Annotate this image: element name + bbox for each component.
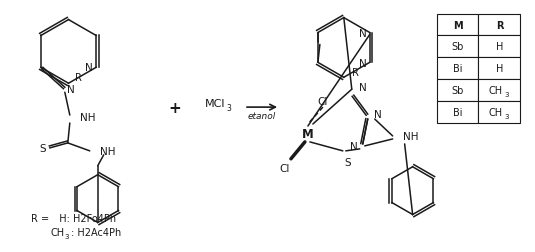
Text: CH: CH bbox=[488, 86, 502, 96]
Text: R: R bbox=[75, 73, 82, 83]
Text: CH: CH bbox=[51, 228, 65, 237]
Bar bbox=[437, 80, 478, 102]
Bar bbox=[437, 36, 478, 58]
Text: R: R bbox=[495, 20, 503, 30]
Text: N: N bbox=[85, 63, 93, 73]
Bar bbox=[478, 15, 521, 36]
Text: 3: 3 bbox=[226, 103, 231, 112]
Text: Cl: Cl bbox=[280, 163, 290, 173]
Text: H: H bbox=[496, 42, 503, 52]
Text: N: N bbox=[67, 85, 74, 95]
Text: R =: R = bbox=[30, 214, 49, 224]
Text: N: N bbox=[359, 83, 366, 93]
Text: NH: NH bbox=[100, 146, 115, 156]
Text: : H2Ac4Ph: : H2Ac4Ph bbox=[71, 228, 121, 237]
Text: NH: NH bbox=[80, 113, 95, 122]
Text: Cl: Cl bbox=[318, 97, 328, 107]
Bar bbox=[478, 102, 521, 123]
Text: H: H bbox=[496, 64, 503, 74]
Text: 3: 3 bbox=[504, 92, 509, 98]
Text: N: N bbox=[374, 110, 381, 120]
Bar bbox=[437, 58, 478, 80]
Text: R: R bbox=[353, 68, 359, 78]
Bar bbox=[478, 80, 521, 102]
Text: S: S bbox=[345, 157, 351, 167]
Text: S: S bbox=[40, 143, 46, 153]
Text: N: N bbox=[359, 28, 366, 38]
Text: etanol: etanol bbox=[248, 111, 276, 120]
Text: N: N bbox=[359, 59, 366, 69]
Bar bbox=[437, 102, 478, 123]
Text: 3: 3 bbox=[504, 114, 509, 120]
Text: +: + bbox=[169, 100, 181, 115]
Bar bbox=[478, 58, 521, 80]
Text: CH: CH bbox=[488, 108, 502, 118]
Text: NH: NH bbox=[403, 132, 418, 141]
Bar bbox=[478, 36, 521, 58]
Text: Bi: Bi bbox=[453, 64, 462, 74]
Text: MCl: MCl bbox=[205, 99, 226, 109]
Text: M: M bbox=[302, 128, 314, 141]
Text: N: N bbox=[350, 141, 358, 151]
Text: Sb: Sb bbox=[452, 42, 464, 52]
Text: Bi: Bi bbox=[453, 108, 462, 118]
Bar bbox=[437, 15, 478, 36]
Text: 3: 3 bbox=[65, 233, 69, 239]
Text: H: H2Fo4Ph: H: H2Fo4Ph bbox=[52, 214, 116, 224]
Text: M: M bbox=[453, 20, 462, 30]
Text: Sb: Sb bbox=[452, 86, 464, 96]
